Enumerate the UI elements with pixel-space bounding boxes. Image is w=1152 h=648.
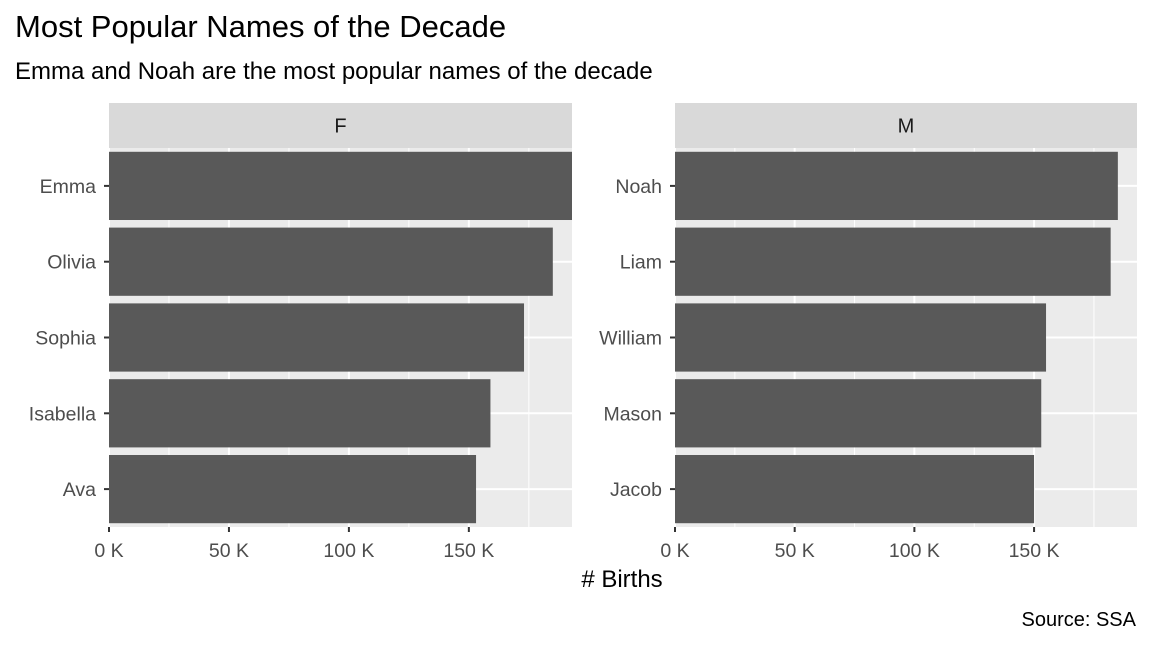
x-tick-label: 50 K [775,540,815,562]
chart-subtitle: Emma and Noah are the most popular names… [15,58,653,85]
x-tick-label: 150 K [1009,540,1060,562]
facet-panel-f: F Emma Olivia Sophia Isabella Ava 0 K 50 K 100 K… [29,103,572,562]
bar-jacob [675,454,1035,524]
y-tick-label: Noah [615,176,662,198]
y-tick-label: Ava [63,479,96,501]
x-tick-label: 0 K [660,540,689,562]
x-tick-label: 50 K [209,540,249,562]
y-tick-label: Olivia [47,252,96,274]
y-tick-label: Liam [620,252,662,274]
bar-noah [675,151,1118,221]
bar-olivia [109,227,553,296]
facet-strip [675,103,1137,148]
x-tick-label: 100 K [323,540,374,562]
x-tick-label: 100 K [889,540,940,562]
chart-caption: Source: SSA [1021,609,1136,631]
chart-title: Most Popular Names of the Decade [15,9,507,44]
bar-isabella [109,379,491,448]
x-tick-label: 0 K [94,540,123,562]
y-tick-label: Sophia [35,328,96,350]
bar-liam [675,227,1111,296]
y-tick-label: Emma [40,176,96,198]
bar-sophia [109,303,525,372]
x-tick-label: 150 K [443,540,494,562]
y-tick-label: Isabella [29,403,96,425]
bar-emma [109,151,572,221]
y-tick-label: Jacob [610,479,662,501]
facet-strip-label: M [898,116,915,138]
x-axis-label: # Births [581,566,663,593]
bar-ava [109,454,477,524]
y-tick-label: William [599,328,662,350]
facet-strip [109,103,572,148]
facet-panel-m: M Noah Liam William Mason Jacob 0 K 50 K 100 K 15… [599,103,1137,562]
y-tick-label: Mason [603,403,662,425]
bar-mason [675,379,1042,448]
facet-strip-label: F [334,116,346,138]
bar-william [675,303,1047,372]
